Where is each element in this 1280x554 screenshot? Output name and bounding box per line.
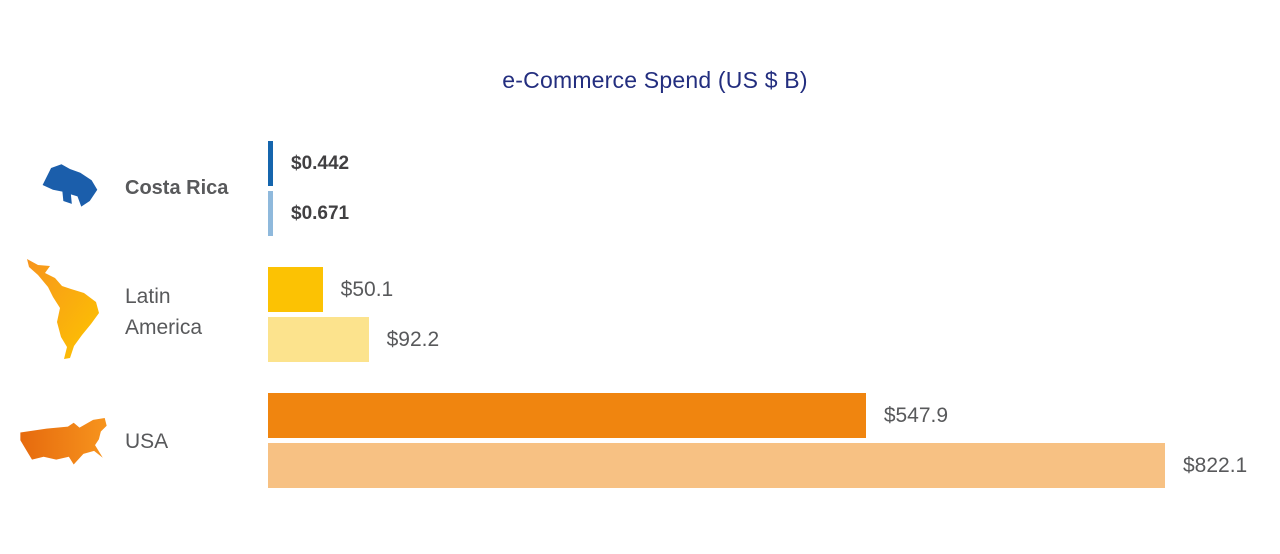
value-label-latin-america-dark: $50.1	[340, 277, 394, 301]
value-label-usa-light: $822.1	[1183, 453, 1248, 477]
value-label-costa-rica-light: $0.671	[291, 202, 350, 224]
value-label-costa-rica-dark: $0.442	[291, 152, 350, 174]
category-label-costa-rica: Costa Rica	[125, 177, 229, 199]
bar-row: $0.442	[268, 141, 349, 186]
category-label-latin-america: Latin America	[125, 285, 203, 339]
bar-latin-america-dark	[268, 267, 323, 312]
bar-costa-rica-light	[268, 191, 273, 236]
value-label-usa-dark: $547.9	[883, 403, 949, 427]
value-label-latin-america-light: $92.2	[386, 327, 440, 351]
bar-row: $50.1	[268, 267, 393, 312]
costa-rica-map-icon	[42, 164, 98, 207]
category-label-usa: USA	[125, 430, 169, 453]
bar-costa-rica-dark	[268, 141, 273, 186]
chart-title: e-Commerce Spend (US $ B)	[502, 67, 808, 93]
usa-map-icon	[20, 417, 107, 465]
bar-latin-america-light	[268, 317, 369, 362]
bar-usa-light	[268, 443, 1165, 488]
bar-row: $822.1	[268, 443, 1247, 488]
bar-row: $92.2	[268, 317, 439, 362]
bar-row: $547.9	[268, 393, 948, 438]
bar-usa-dark	[268, 393, 866, 438]
bar-row: $0.671	[268, 191, 349, 236]
latin-america-map-icon	[27, 259, 99, 359]
